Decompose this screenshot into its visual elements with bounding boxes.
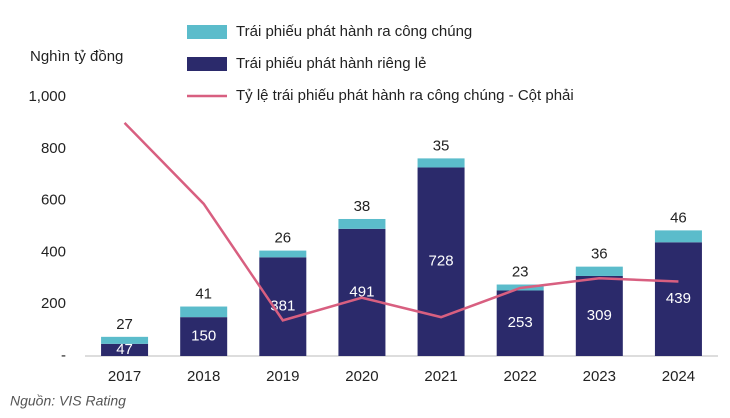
bar-segment [338,228,386,356]
legend-label: Trái phiếu phát hành riêng lẻ [236,55,426,72]
bar-segment [654,242,702,356]
ratio-line [123,122,679,322]
data-label: 23 [512,263,529,280]
x-tick-label: 2017 [108,368,141,385]
y-tick-label: 800 [41,140,66,157]
x-tick-label: 2020 [345,368,378,385]
data-label: 439 [666,290,691,307]
data-label: 35 [433,137,450,154]
legend-swatch [187,57,227,71]
legend-swatch [187,25,227,39]
bar-segment [338,218,386,229]
data-label: 36 [591,246,608,263]
bar-segment [101,336,149,344]
bar-segment [259,257,307,356]
x-tick-label: 2022 [504,368,537,385]
x-tick-label: 2023 [583,368,616,385]
bar-segment [259,250,307,258]
source: Nguồn: VIS Rating [10,393,126,409]
bar-segment [496,290,544,356]
x-tick-label: 2019 [266,368,299,385]
bar-segment [180,306,228,318]
data-label: 309 [587,307,612,324]
x-tick-label: 2018 [187,368,220,385]
data-label: 41 [195,285,212,302]
x-tick-label: 2021 [424,368,457,385]
data-label: 491 [349,283,374,300]
legend-label: Trái phiếu phát hành ra công chúng [236,23,472,40]
bar-segment [417,158,465,168]
bar-segment [101,343,149,356]
bar-segment [180,317,228,356]
data-label: 46 [670,209,687,226]
bar-segment [417,167,465,356]
data-label: 728 [429,253,454,270]
data-label: 26 [274,230,291,247]
bar-segment [575,266,623,276]
y-axis-label: Nghìn tỷ đồng [30,48,123,65]
y-tick-label: 600 [41,192,66,209]
data-label: 47 [116,341,133,358]
y-tick-label: 400 [41,243,66,260]
bar-segment [654,230,702,243]
data-label: 27 [116,316,133,333]
y-tick-label: 200 [41,295,66,312]
data-label: 150 [191,328,216,345]
x-tick-label: 2024 [662,368,695,385]
bar-segment [575,275,623,356]
y-tick-label: 1,000 [28,88,66,105]
legend-label: Tỷ lệ trái phiếu phát hành ra công chúng… [236,87,574,104]
y-tick-label: - [61,347,66,364]
data-label: 253 [508,314,533,331]
data-label: 38 [354,198,371,215]
